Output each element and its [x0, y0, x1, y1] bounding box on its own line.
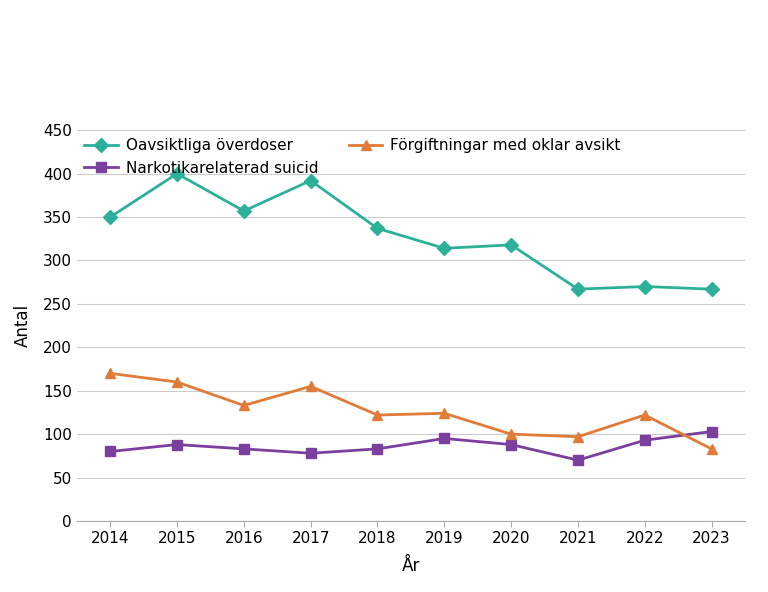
Y-axis label: Antal: Antal: [14, 304, 31, 347]
X-axis label: År: År: [402, 558, 420, 575]
Legend: Oavsiktliga överdoser, Narkotikarelaterad suicid, Förgiftningar med oklar avsikt: Oavsiktliga överdoser, Narkotikarelatera…: [84, 138, 621, 175]
